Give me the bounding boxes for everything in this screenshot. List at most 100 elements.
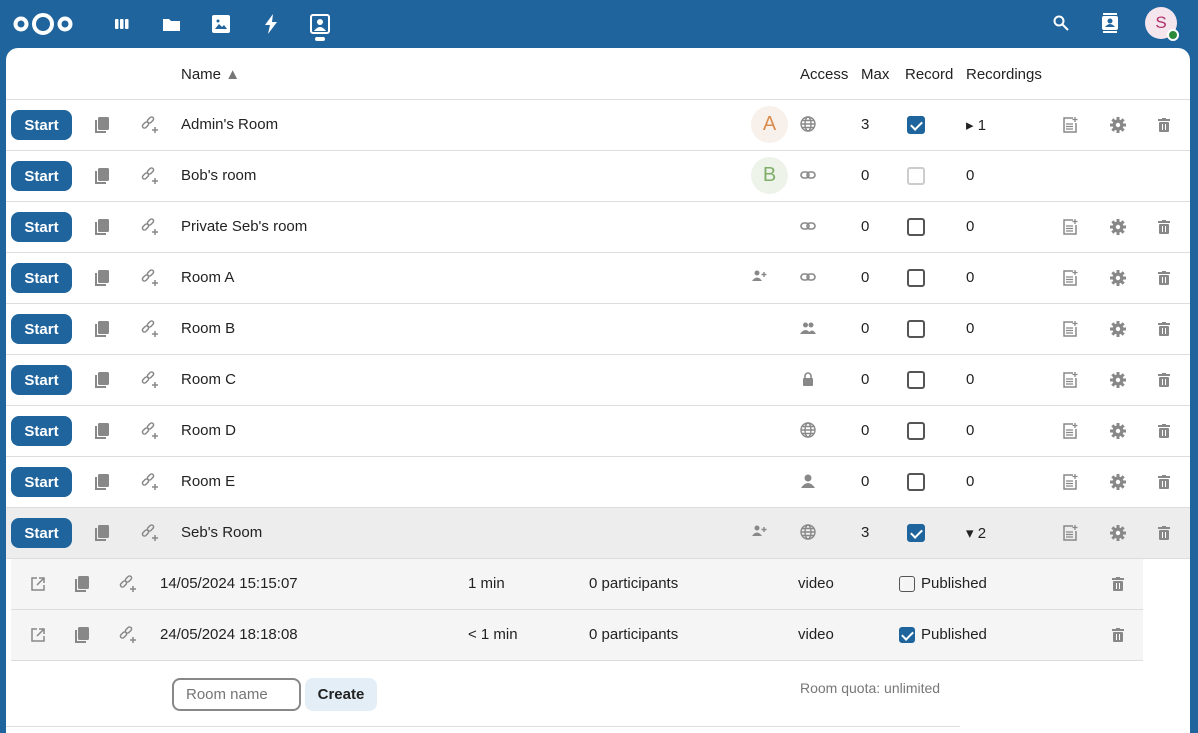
globe-icon[interactable] (797, 521, 819, 543)
recordings-count: 0 (966, 218, 975, 235)
start-button[interactable]: Start (11, 467, 72, 497)
add-link-icon[interactable] (139, 267, 161, 289)
recordings-count[interactable]: ▾ 2 (966, 525, 987, 542)
copy-icon[interactable] (91, 318, 113, 340)
settings-icon[interactable] (1107, 420, 1129, 442)
add-link-icon[interactable] (139, 114, 161, 136)
edit-note-icon[interactable] (1059, 216, 1081, 238)
contacts-icon[interactable] (1099, 12, 1121, 34)
files-icon[interactable] (159, 12, 183, 36)
copy-icon[interactable] (91, 522, 113, 544)
edit-note-icon[interactable] (1059, 114, 1081, 136)
add-link-icon[interactable] (139, 420, 161, 442)
delete-icon[interactable] (1153, 369, 1175, 391)
start-button[interactable]: Start (11, 518, 72, 548)
start-button[interactable]: Start (11, 212, 72, 242)
settings-icon[interactable] (1107, 216, 1129, 238)
bbb-icon[interactable] (308, 12, 332, 42)
link-icon[interactable] (797, 266, 819, 288)
settings-icon[interactable] (1107, 318, 1129, 340)
add-link-icon[interactable] (139, 522, 161, 544)
copy-icon[interactable] (91, 420, 113, 442)
copy-icon[interactable] (71, 573, 93, 595)
lock-icon[interactable] (797, 368, 819, 390)
add-link-icon[interactable] (117, 573, 139, 595)
add-link-icon[interactable] (139, 471, 161, 493)
max-participants: 0 (861, 320, 870, 337)
record-checkbox[interactable] (907, 218, 925, 236)
recordings-count[interactable]: ▸ 1 (966, 117, 987, 134)
add-link-icon[interactable] (117, 624, 139, 646)
user-icon[interactable] (797, 470, 819, 492)
edit-note-icon[interactable] (1059, 522, 1081, 544)
delete-icon[interactable] (1153, 420, 1175, 442)
edit-note-icon[interactable] (1059, 318, 1081, 340)
room-name: Room B (181, 320, 236, 337)
start-button[interactable]: Start (11, 416, 72, 446)
delete-icon[interactable] (1107, 624, 1129, 646)
edit-note-icon[interactable] (1059, 471, 1081, 493)
settings-icon[interactable] (1107, 471, 1129, 493)
record-checkbox[interactable] (907, 473, 925, 491)
record-checkbox[interactable] (907, 116, 925, 134)
link-icon[interactable] (797, 164, 819, 186)
open-external-icon[interactable] (27, 624, 49, 646)
room-name-input[interactable] (172, 678, 301, 711)
delete-icon[interactable] (1153, 114, 1175, 136)
add-link-icon[interactable] (139, 369, 161, 391)
recording-type: video (798, 575, 834, 592)
start-button[interactable]: Start (11, 263, 72, 293)
record-checkbox[interactable] (907, 371, 925, 389)
settings-icon[interactable] (1107, 522, 1129, 544)
group-icon[interactable] (797, 317, 819, 339)
settings-icon[interactable] (1107, 114, 1129, 136)
copy-icon[interactable] (91, 165, 113, 187)
copy-icon[interactable] (91, 369, 113, 391)
delete-icon[interactable] (1153, 267, 1175, 289)
edit-note-icon[interactable] (1059, 420, 1081, 442)
record-checkbox[interactable] (907, 320, 925, 338)
copy-icon[interactable] (91, 471, 113, 493)
settings-icon[interactable] (1107, 369, 1129, 391)
published-label[interactable]: Published (921, 626, 987, 643)
delete-icon[interactable] (1153, 471, 1175, 493)
published-checkbox[interactable] (899, 627, 915, 643)
add-link-icon[interactable] (139, 165, 161, 187)
start-button[interactable]: Start (11, 161, 72, 191)
copy-icon[interactable] (91, 267, 113, 289)
activity-icon[interactable] (259, 12, 283, 36)
edit-note-icon[interactable] (1059, 267, 1081, 289)
delete-icon[interactable] (1153, 216, 1175, 238)
start-button[interactable]: Start (11, 110, 72, 140)
published-checkbox[interactable] (899, 576, 915, 592)
header-name[interactable]: Name ▲ (181, 66, 240, 83)
copy-icon[interactable] (71, 624, 93, 646)
record-checkbox[interactable] (907, 422, 925, 440)
globe-icon[interactable] (797, 419, 819, 441)
search-icon[interactable] (1050, 12, 1072, 34)
nextcloud-logo-icon[interactable] (12, 12, 74, 36)
add-link-icon[interactable] (139, 216, 161, 238)
create-button[interactable]: Create (305, 678, 377, 711)
copy-icon[interactable] (91, 114, 113, 136)
settings-icon[interactable] (1107, 267, 1129, 289)
start-button[interactable]: Start (11, 314, 72, 344)
record-checkbox[interactable] (907, 269, 925, 287)
recording-duration: 1 min (468, 575, 505, 592)
start-button[interactable]: Start (11, 365, 72, 395)
delete-icon[interactable] (1107, 573, 1129, 595)
open-external-icon[interactable] (27, 573, 49, 595)
recordings-count: 0 (966, 269, 975, 286)
delete-icon[interactable] (1153, 522, 1175, 544)
published-label[interactable]: Published (921, 575, 987, 592)
copy-icon[interactable] (91, 216, 113, 238)
dashboard-icon[interactable] (110, 12, 134, 36)
add-link-icon[interactable] (139, 318, 161, 340)
link-icon[interactable] (797, 215, 819, 237)
record-checkbox[interactable] (907, 524, 925, 542)
delete-icon[interactable] (1153, 318, 1175, 340)
edit-note-icon[interactable] (1059, 369, 1081, 391)
photos-icon[interactable] (209, 12, 233, 36)
share-user-icon (748, 265, 770, 287)
globe-icon[interactable] (797, 113, 819, 135)
